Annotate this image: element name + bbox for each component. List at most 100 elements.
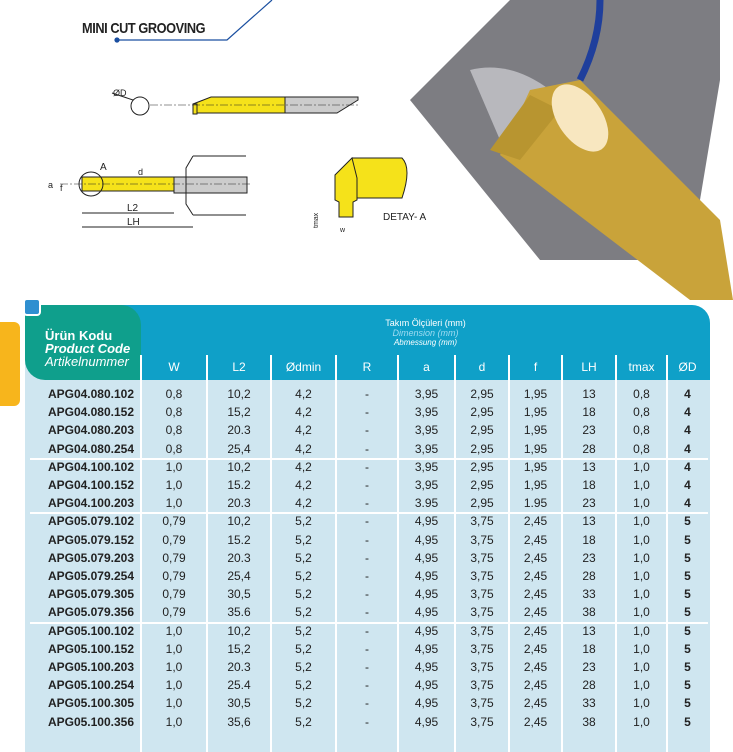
cell-lh: 13 [582,387,596,401]
cell-d: 2,95 [470,459,494,474]
product-code: APG05.100.305 [47,696,134,711]
product-code: APG04.100.102 [47,459,134,474]
cell-lh: 23 [582,496,596,511]
cell-odmin: 5,2 [295,623,312,638]
cell-l2: 35,6 [227,714,251,729]
cell-w: 0,79 [162,550,186,565]
cell-lh: 28 [582,441,596,456]
cell-w: 1,0 [165,478,183,492]
cell-r: - [365,405,369,420]
cell-odmin: 5,2 [295,514,312,529]
cell-r: - [365,623,369,638]
tool-top-view: A a f d L2 LH [48,155,250,228]
cell-od: 5 [684,714,691,729]
cell-a: 4,95 [414,660,439,674]
cell-od: 5 [684,696,691,711]
cell-l2: 25.4 [227,678,251,693]
cell-d: 3,75 [470,678,494,693]
cell-odmin: 5,2 [295,714,312,729]
cell-a: 4,95 [414,532,439,547]
column-header-lh: LH [581,360,597,374]
cell-odmin: 5,2 [295,696,312,711]
cell-od: 5 [684,587,691,602]
cell-lh: 13 [582,623,596,638]
cell-w: 0,79 [162,605,186,620]
cell-od: 5 [684,660,691,674]
cell-lh: 33 [582,587,596,602]
column-divider [270,355,272,752]
cell-od: 5 [684,532,691,547]
section-tab [0,322,20,406]
cell-f: 1,95 [523,423,548,438]
cell-f: 2,45 [523,714,548,729]
cell-od: 5 [684,641,691,656]
cell-f: 2,45 [523,550,548,565]
cell-a: 4,95 [414,623,439,638]
cell-f: 1,95 [523,387,548,401]
cell-r: - [365,678,369,693]
cell-f: 2,45 [523,532,548,547]
cell-l2: 15,2 [227,405,251,420]
product-code: APG05.079.152 [47,532,134,547]
svg-text:a: a [48,180,53,190]
column-divider [335,355,337,752]
cell-od: 4 [684,459,691,474]
cell-w: 0,79 [162,569,186,583]
cell-w: 1,0 [165,641,183,656]
page-title: MINI CUT GROOVING [82,20,206,37]
cell-f: 2,45 [523,660,548,674]
cell-tmax: 1,0 [633,459,650,474]
cell-odmin: 5,2 [295,550,312,565]
product-code: APG04.100.203 [47,496,134,511]
cell-tmax: 0,8 [633,441,650,456]
cell-l2: 15,2 [227,641,251,656]
cell-d: 3,75 [470,569,494,583]
cell-r: - [365,550,369,565]
cell-d: 3,75 [470,514,494,529]
cell-a: 4,95 [414,587,439,602]
cell-odmin: 5,2 [295,587,312,602]
cell-tmax: 1,0 [633,696,650,711]
cell-w: 1,0 [165,660,183,674]
group-separator [30,457,708,460]
cell-l2: 20.3 [227,496,251,511]
cell-odmin: 5,2 [295,678,312,693]
cell-r: - [365,459,369,474]
column-divider [397,355,399,752]
cell-lh: 23 [582,550,596,565]
column-divider [615,355,617,752]
column-divider [454,355,456,752]
cell-w: 0,8 [165,405,183,420]
product-code: APG05.100.254 [47,678,134,693]
cell-w: 1,0 [165,714,183,729]
cell-l2: 10,2 [227,459,251,474]
product-code: APG04.080.203 [47,423,134,438]
cell-d: 2,95 [470,441,494,456]
product-code: APG05.079.305 [47,587,134,602]
cell-f: 1,95 [523,405,548,420]
cell-odmin: 4,2 [295,459,312,474]
cell-d: 3,75 [470,641,494,656]
svg-text:w: w [339,227,346,234]
cell-l2: 30,5 [227,696,251,711]
cell-tmax: 1,0 [633,532,650,547]
product-code: APG05.100.102 [47,623,134,638]
cell-a: 3,95 [414,405,439,420]
cell-f: 2,45 [523,678,548,693]
cell-w: 0,79 [162,587,186,602]
column-header-a: a [423,360,430,374]
cell-l2: 20.3 [227,660,251,674]
product-code: APG05.079.254 [47,569,134,583]
cell-od: 4 [684,405,691,420]
cell-a: 4,95 [414,641,439,656]
cell-tmax: 1,0 [633,514,650,529]
column-header-odmin: Ødmin [285,360,322,374]
column-divider [561,355,563,752]
cell-f: 2,45 [523,696,548,711]
column-header-f: f [533,360,538,374]
cell-d: 3,75 [470,714,494,729]
column-divider [206,355,208,752]
cell-r: - [365,423,369,438]
cell-d: 3,75 [470,605,494,620]
cell-w: 0,8 [165,387,183,401]
